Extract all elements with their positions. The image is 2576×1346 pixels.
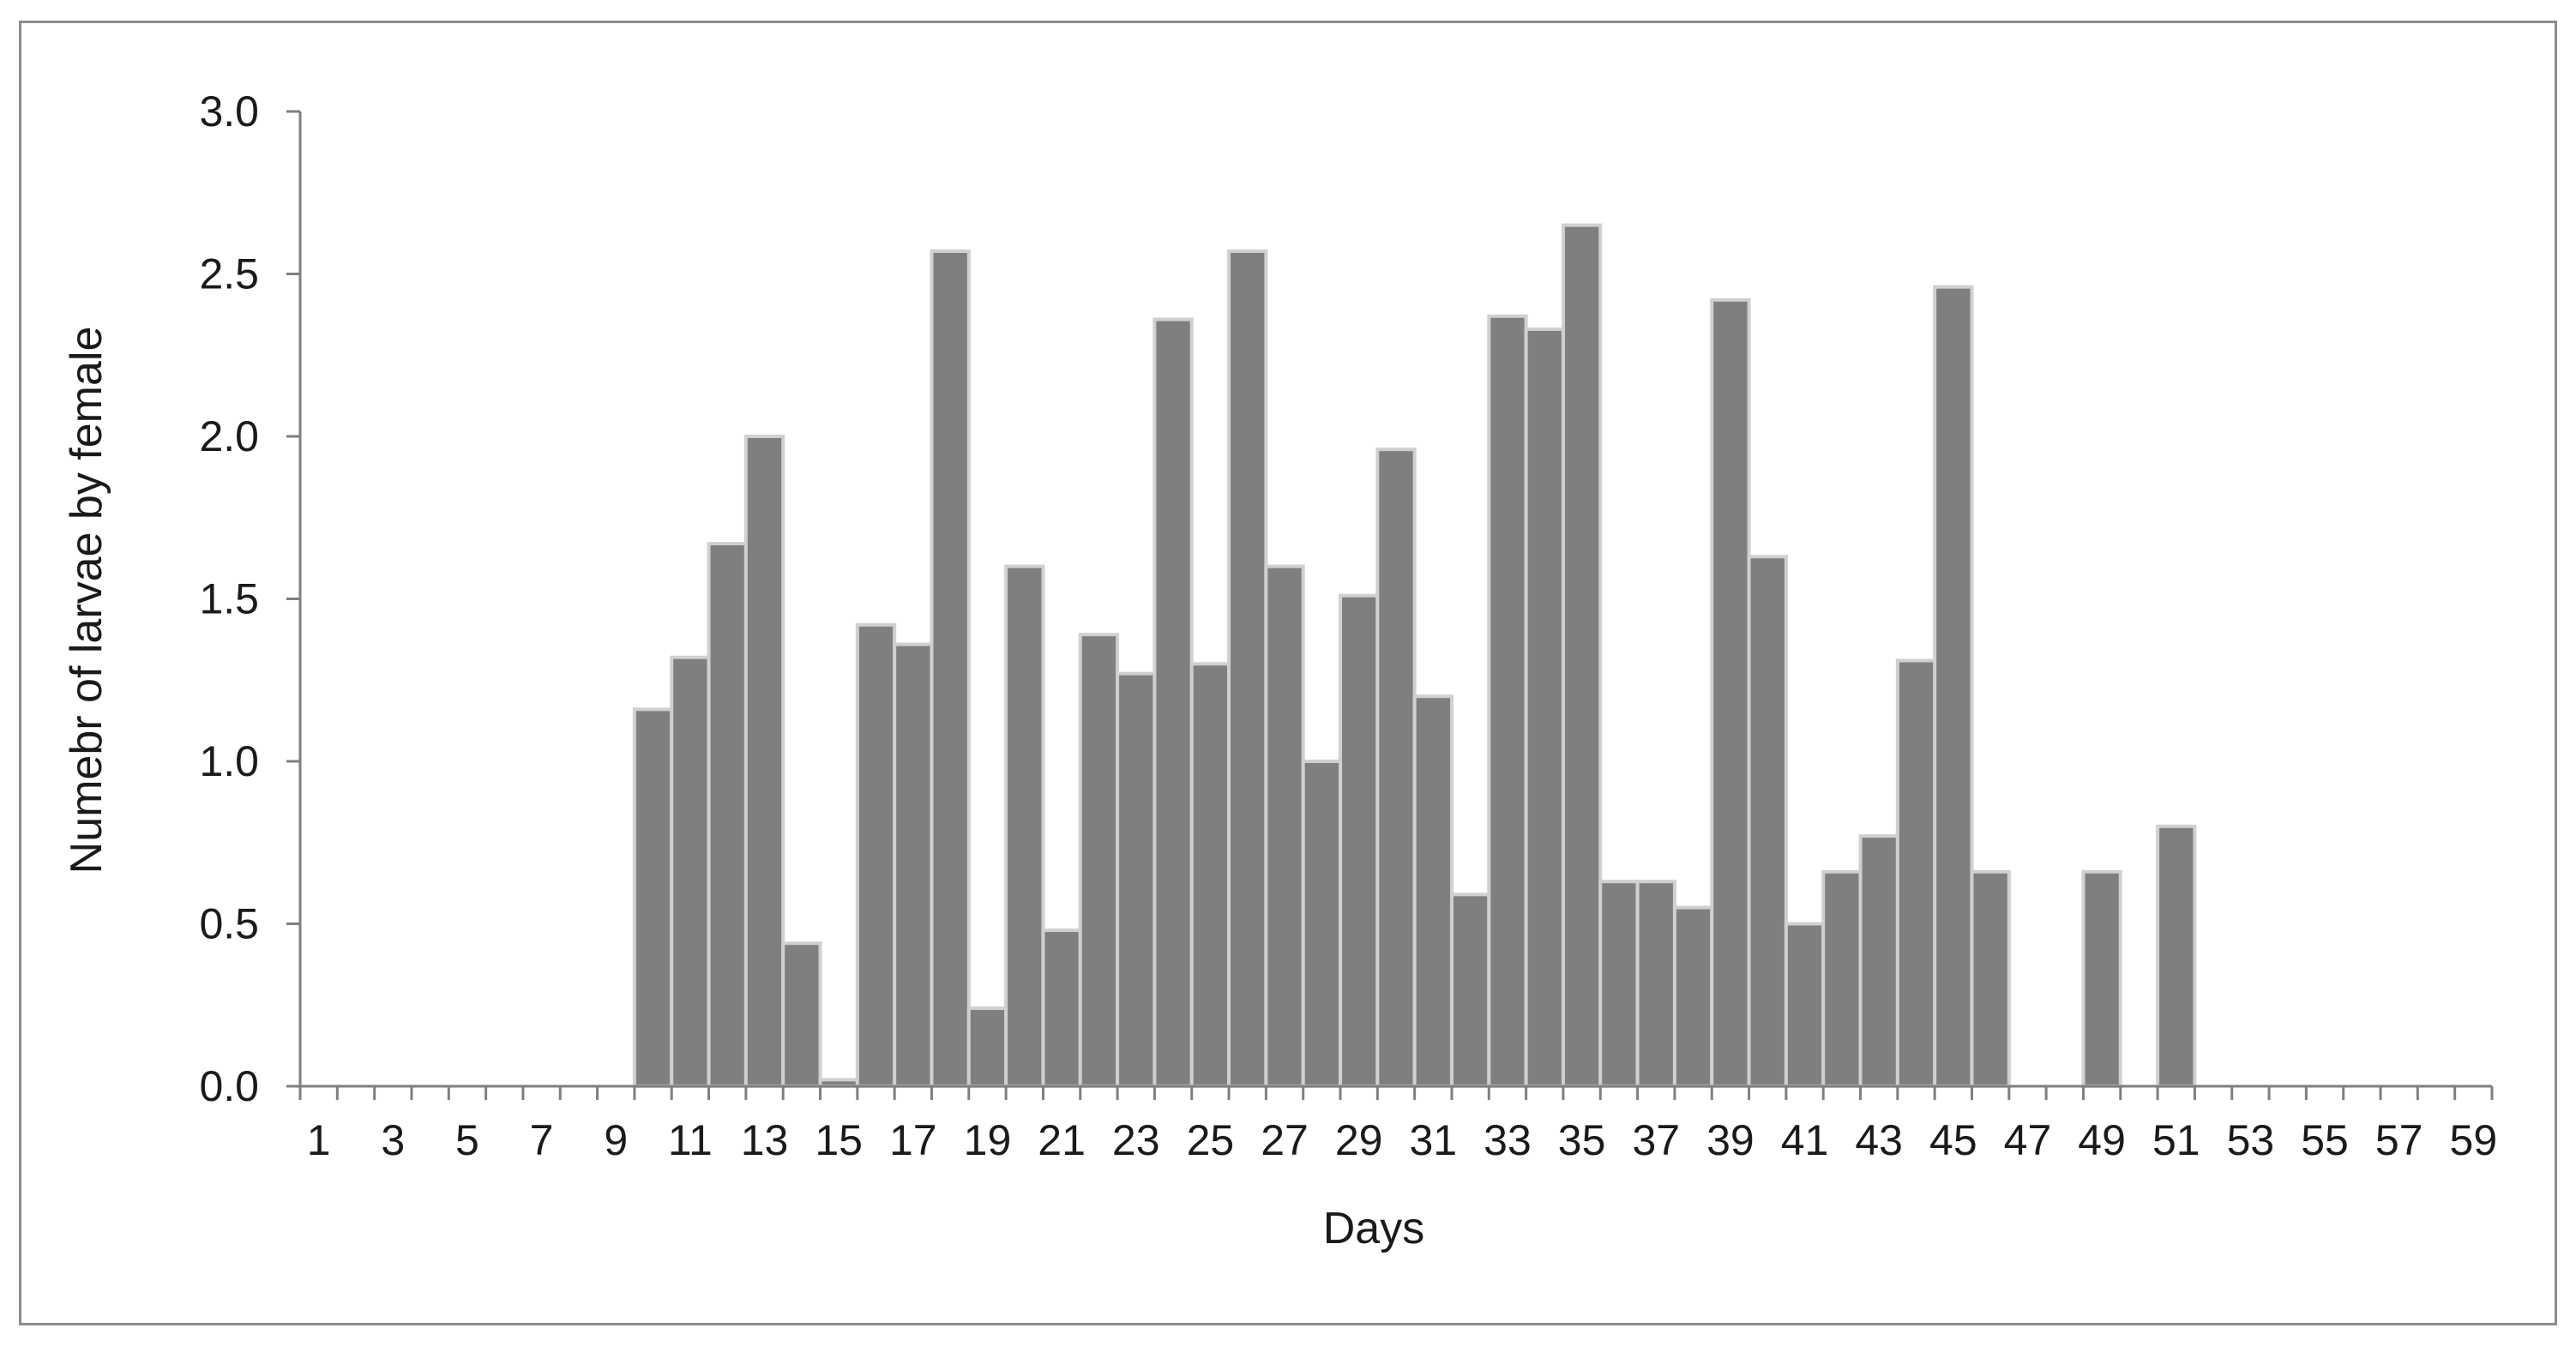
bar-day-36 [1598,880,1640,1088]
bar-day-16 [855,622,897,1088]
x-tick-label: 47 [2004,1116,2052,1164]
x-tick-label: 17 [889,1116,937,1164]
x-tick-label: 49 [2078,1116,2126,1164]
bar-day-46 [1970,869,2011,1088]
bar-day-49 [2081,869,2122,1088]
bar-day-42 [1821,869,1863,1088]
x-tick-label: 43 [1855,1116,1903,1164]
y-axis-title: Numebr of larvae by female [62,327,111,874]
bar-day-44 [1895,658,1937,1088]
bar-day-38 [1672,905,1714,1089]
x-tick-label: 3 [381,1116,405,1164]
x-tick-label: 33 [1484,1116,1532,1164]
x-tick-label: 9 [604,1116,628,1164]
x-tick-label: 19 [964,1116,1012,1164]
y-tick-label: 2.5 [199,250,259,298]
bars-layer [632,223,2197,1089]
x-tick-label: 23 [1112,1116,1160,1164]
x-tick-label: 45 [1929,1116,1977,1164]
x-tick-label: 21 [1038,1116,1086,1164]
bar-day-35 [1561,223,1603,1088]
x-tick-label: 39 [1706,1116,1754,1164]
bar-day-39 [1710,297,1751,1088]
x-tick-label: 15 [815,1116,863,1164]
bar-day-22 [1078,633,1120,1088]
x-tick-label: 27 [1261,1116,1309,1164]
x-tick-label: 55 [2301,1116,2349,1164]
x-tick-label: 53 [2227,1116,2275,1164]
bar-day-23 [1116,671,1157,1088]
x-tick-label: 25 [1187,1116,1235,1164]
y-tick-label: 0.5 [199,900,259,948]
bar-day-21 [1041,928,1082,1088]
bar-day-13 [743,435,785,1088]
bar-day-31 [1412,694,1454,1088]
x-tick-label: 37 [1632,1116,1680,1164]
y-tick-label: 1.0 [199,737,259,785]
bar-day-32 [1449,892,1491,1089]
axes-layer [286,110,2494,1100]
y-tick-label: 2.0 [199,412,259,460]
bar-day-24 [1153,317,1194,1088]
bar-day-25 [1189,662,1231,1088]
y-tick-label: 0.0 [199,1062,259,1110]
bar-day-29 [1339,593,1380,1088]
bar-day-17 [893,642,934,1088]
y-tick-label: 1.5 [199,575,259,623]
bar-day-14 [781,941,822,1088]
bar-day-27 [1264,564,1305,1088]
x-tick-label: 57 [2375,1116,2423,1164]
bar-day-40 [1747,555,1788,1088]
x-tick-label: 51 [2152,1116,2200,1164]
bar-day-18 [930,249,971,1089]
bar-day-26 [1227,249,1268,1089]
bar-day-41 [1784,922,1826,1088]
bar-day-43 [1858,834,1899,1088]
x-tick-label: 5 [455,1116,479,1164]
bar-day-10 [632,707,674,1088]
x-tick-label: 59 [2450,1116,2498,1164]
x-tick-label: 41 [1781,1116,1829,1164]
bar-day-19 [966,1006,1008,1089]
bar-day-28 [1301,760,1343,1088]
bar-day-45 [1933,285,1974,1089]
bar-day-12 [707,542,748,1088]
bar-day-30 [1375,448,1417,1088]
x-tick-label: 13 [741,1116,789,1164]
x-tick-label: 29 [1335,1116,1383,1164]
bar-day-33 [1487,314,1528,1088]
y-tick-label: 3.0 [199,87,259,135]
x-tick-label: 31 [1410,1116,1458,1164]
bar-day-37 [1635,880,1676,1088]
x-tick-label: 1 [307,1116,331,1164]
bar-day-51 [2156,824,2197,1088]
bar-day-34 [1524,327,1565,1088]
x-axis-title: Days [1323,1204,1424,1253]
x-tick-label: 7 [530,1116,554,1164]
labels-layer: 0.00.51.01.52.02.53.01 3 5 7 9 11 13 15 17 19 21 23… [199,87,2497,1164]
bar-day-11 [670,655,711,1088]
x-tick-label: 35 [1558,1116,1606,1164]
x-tick-label: 11 [668,1116,713,1164]
bar-day-20 [1004,564,1045,1088]
